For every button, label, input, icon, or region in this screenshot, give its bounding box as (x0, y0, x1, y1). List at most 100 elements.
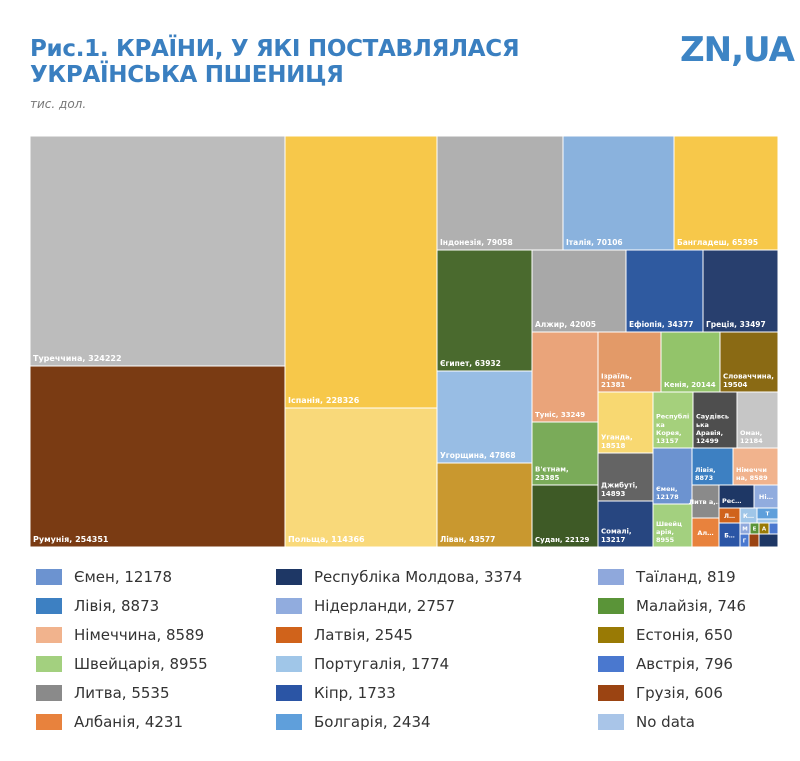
treemap-cell-республіка-молдова: Рес… (718, 484, 755, 509)
treemap-cell-алжир: Алжир, 42005 (531, 249, 627, 333)
legend-item: Кіпр, 1733 (276, 682, 396, 704)
treemap-cell-естонія: А (758, 522, 770, 535)
legend-swatch (598, 685, 624, 701)
treemap-cell-ізраїль: Ізраїль, 21381 (597, 331, 662, 393)
treemap-rect (597, 331, 662, 393)
treemap-cell-угорщина: Угорщина, 47868 (436, 370, 533, 464)
treemap-rect (562, 136, 675, 251)
treemap-label: Угорщина, 47868 (440, 451, 516, 460)
treemap-label: Т (766, 512, 770, 518)
treemap-cell-судан: Судан, 22129 (531, 484, 599, 547)
treemap-label: Джибуті, 14893 (601, 481, 638, 498)
treemap-label: Туреччина, 324222 (33, 354, 122, 363)
treemap-rect (736, 391, 778, 449)
treemap-rect (436, 462, 533, 547)
legend-item: Латвія, 2545 (276, 624, 413, 646)
treemap-cell-сомалі: Сомалі, 13217 (597, 500, 654, 547)
legend-label: Лівія, 8873 (74, 597, 160, 615)
treemap-cell-туніс: Туніс, 33249 (531, 331, 599, 423)
treemap-rect (652, 447, 693, 505)
treemap: Туреччина, 324222 Румунія, 254351 Іспанія,… (30, 136, 778, 547)
treemap-label: Литв а,… (689, 498, 722, 506)
legend-swatch (598, 569, 624, 585)
treemap-rect (748, 533, 760, 547)
legend-swatch (276, 569, 302, 585)
treemap-label: Ал… (697, 529, 713, 537)
legend-item: No data (598, 711, 695, 733)
treemap-label: М (742, 527, 747, 533)
legend-label: Швейцарія, 8955 (74, 655, 208, 673)
treemap-label: Ліван, 43577 (440, 535, 495, 544)
treemap-label: Туніс, 33249 (535, 411, 585, 419)
treemap-cell-румунія: Румунія, 254351 (30, 365, 286, 547)
legend-swatch (36, 598, 62, 614)
treemap-label: Іспанія, 228326 (288, 395, 360, 405)
treemap-rect (652, 503, 693, 547)
treemap-cell-австрія: Г (739, 533, 750, 547)
legend-label: Ємен, 12178 (74, 568, 173, 586)
site-logo: ZN,UA (680, 30, 795, 70)
legend-item: Малайзія, 746 (598, 595, 746, 617)
legend-label: Республіка Молдова, 3374 (314, 568, 523, 586)
legend-swatch (36, 627, 62, 643)
treemap-label: Німеччи на, 8589 (736, 466, 768, 482)
treemap-rect (597, 452, 654, 502)
treemap-cell-грузія (748, 533, 760, 547)
legend-item: Португалія, 1774 (276, 653, 449, 675)
legend-label: Латвія, 2545 (314, 626, 413, 644)
treemap-rect (531, 331, 599, 423)
treemap-cell-вєтнам: В'єтнам, 23385 (531, 421, 599, 486)
legend-swatch (36, 714, 62, 730)
treemap-label: В'єтнам, 23385 (535, 465, 569, 482)
treemap-cell-єгипет: Єгипет, 63932 (436, 249, 533, 372)
treemap-cell-індонезія: Індонезія, 79058 (436, 136, 564, 251)
treemap-cell-португалія: К… (739, 507, 758, 524)
legend-item: Швейцарія, 8955 (36, 653, 208, 675)
treemap-rect (531, 249, 627, 333)
treemap-cell-кенія: Кенія, 20144 (660, 331, 721, 393)
treemap-cell-іспанія: Іспанія, 228326 (284, 136, 438, 409)
legend-item: Литва, 5535 (36, 682, 170, 704)
legend-swatch (276, 656, 302, 672)
treemap-cell-італія: Італія, 70106 (562, 136, 675, 251)
treemap-cell-малайзія: Е (749, 522, 760, 535)
treemap-rect (660, 331, 721, 393)
treemap-rect (691, 484, 720, 519)
treemap-rect (756, 507, 778, 520)
treemap-label: Словаччина, 19504 (723, 372, 774, 389)
legend-item: Австрія, 796 (598, 653, 733, 675)
treemap-label: Швейц арія, 8955 (656, 520, 682, 544)
chart-title: Рис.1. КРАЇНИ, У ЯКІ ПОСТАВЛЯЛАСЯ УКРАЇН… (30, 36, 520, 88)
legend-item: Республіка Молдова, 3374 (276, 566, 522, 588)
treemap-cell-саудівська-аравія: Саудівсь ька Аравія, 12499 (692, 391, 738, 449)
legend-item: Лівія, 8873 (36, 595, 159, 617)
legend-item: Нідерланди, 2757 (276, 595, 455, 617)
treemap-cell-швейцарія: Швейц арія, 8955 (652, 503, 693, 547)
legend-item: Таїланд, 819 (598, 566, 736, 588)
treemap-cell-ефіопія: Ефіопія, 34377 (625, 249, 704, 333)
legend-label: Португалія, 1774 (314, 655, 450, 673)
treemap-cell-бангладеш: Бангладеш, 65395 (673, 136, 778, 251)
treemap-rect (673, 136, 778, 251)
treemap-cell-албанія: Ал… (691, 517, 720, 547)
legend-swatch (598, 714, 624, 730)
treemap-cell-литва: Литв а,… (689, 484, 722, 519)
treemap-rect (531, 484, 599, 547)
treemap-cell-уганда: Уганда, 18518 (597, 391, 654, 454)
treemap-label: Алжир, 42005 (535, 320, 596, 329)
legend-item: Німеччина, 8589 (36, 624, 204, 646)
treemap-cell-словаччина: Словаччина, 19504 (719, 331, 778, 393)
treemap-label: Ізраїль, 21381 (601, 372, 632, 389)
legend-label: No data (636, 713, 695, 731)
treemap-label: Республі ка Корея, 13157 (656, 413, 689, 445)
treemap-cell-таїланд: М (739, 522, 751, 535)
treemap-label: К… (743, 513, 754, 520)
legend-label: Литва, 5535 (74, 684, 170, 702)
legend-item: Грузія, 606 (598, 682, 723, 704)
treemap-label: Італія, 70106 (566, 238, 623, 247)
legend-item: Албанія, 4231 (36, 711, 183, 733)
legend-swatch (276, 627, 302, 643)
legend-label: Естонія, 650 (636, 626, 733, 644)
treemap-rect (436, 249, 533, 372)
treemap-rect (691, 447, 734, 486)
